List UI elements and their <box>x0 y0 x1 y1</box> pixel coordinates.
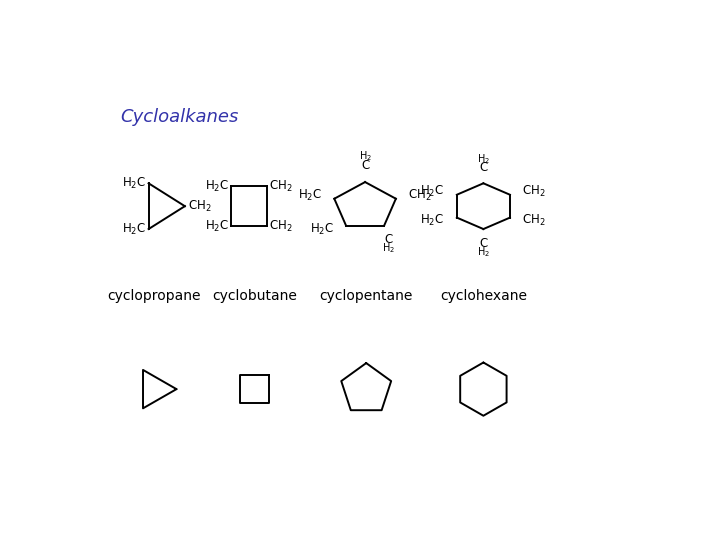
Text: $\mathregular{CH_2}$: $\mathregular{CH_2}$ <box>522 184 546 199</box>
Text: cyclopentane: cyclopentane <box>320 288 413 302</box>
Text: $\mathregular{H_2C}$: $\mathregular{H_2C}$ <box>204 219 229 234</box>
Text: C: C <box>480 161 487 174</box>
Text: cyclobutane: cyclobutane <box>212 288 297 302</box>
Text: $\mathregular{CH_2}$: $\mathregular{CH_2}$ <box>408 188 432 203</box>
Text: $\mathregular{H_2C}$: $\mathregular{H_2C}$ <box>204 179 229 194</box>
Text: $\mathregular{H_2C}$: $\mathregular{H_2C}$ <box>298 188 322 203</box>
Text: C: C <box>480 237 487 249</box>
Text: $\mathregular{H_2}$: $\mathregular{H_2}$ <box>359 150 372 163</box>
Text: C: C <box>361 159 369 172</box>
Text: $\mathregular{CH_2}$: $\mathregular{CH_2}$ <box>269 179 293 194</box>
Text: $\mathregular{CH_2}$: $\mathregular{CH_2}$ <box>188 199 211 214</box>
Text: $\mathregular{H_2}$: $\mathregular{H_2}$ <box>382 241 395 255</box>
Text: $\mathregular{H_2}$: $\mathregular{H_2}$ <box>477 245 490 259</box>
Text: $\mathregular{H_2}$: $\mathregular{H_2}$ <box>477 152 490 166</box>
Text: $\mathregular{CH_2}$: $\mathregular{CH_2}$ <box>269 219 293 234</box>
Text: $\mathregular{CH_2}$: $\mathregular{CH_2}$ <box>522 213 546 228</box>
Text: cyclohexane: cyclohexane <box>440 288 527 302</box>
Text: $\mathregular{H_2C}$: $\mathregular{H_2C}$ <box>122 221 145 237</box>
Text: $\mathregular{H_2C}$: $\mathregular{H_2C}$ <box>420 213 444 228</box>
Text: $\mathregular{H_2C}$: $\mathregular{H_2C}$ <box>310 221 334 237</box>
Text: C: C <box>384 233 392 246</box>
Text: $\mathregular{H_2C}$: $\mathregular{H_2C}$ <box>122 176 145 191</box>
Text: Cycloalkanes: Cycloalkanes <box>121 109 239 126</box>
Text: cyclopropane: cyclopropane <box>107 288 201 302</box>
Text: $\mathregular{H_2C}$: $\mathregular{H_2C}$ <box>420 184 444 199</box>
